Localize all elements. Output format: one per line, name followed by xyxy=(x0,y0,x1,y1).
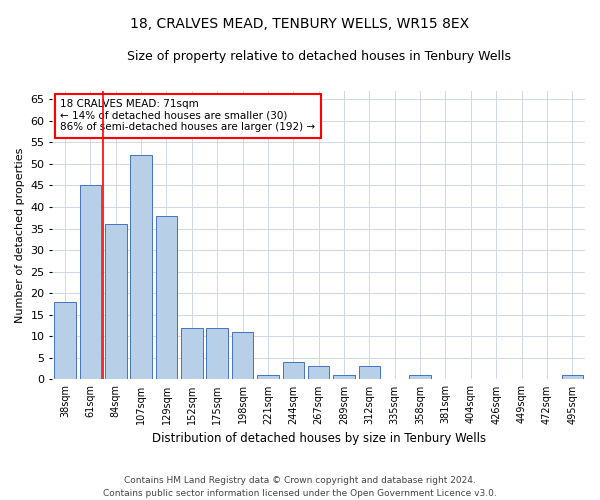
Y-axis label: Number of detached properties: Number of detached properties xyxy=(15,148,25,322)
Title: Size of property relative to detached houses in Tenbury Wells: Size of property relative to detached ho… xyxy=(127,50,511,63)
Text: 18, CRALVES MEAD, TENBURY WELLS, WR15 8EX: 18, CRALVES MEAD, TENBURY WELLS, WR15 8E… xyxy=(130,18,470,32)
Bar xyxy=(181,328,203,380)
Bar xyxy=(206,328,228,380)
Bar xyxy=(257,375,279,380)
Text: 18 CRALVES MEAD: 71sqm
← 14% of detached houses are smaller (30)
86% of semi-det: 18 CRALVES MEAD: 71sqm ← 14% of detached… xyxy=(61,99,316,132)
X-axis label: Distribution of detached houses by size in Tenbury Wells: Distribution of detached houses by size … xyxy=(152,432,486,445)
Bar xyxy=(80,186,101,380)
Bar xyxy=(333,375,355,380)
Bar xyxy=(409,375,431,380)
Bar xyxy=(308,366,329,380)
Bar xyxy=(359,366,380,380)
Bar xyxy=(155,216,177,380)
Bar xyxy=(283,362,304,380)
Bar xyxy=(232,332,253,380)
Bar xyxy=(105,224,127,380)
Bar xyxy=(54,302,76,380)
Text: Contains HM Land Registry data © Crown copyright and database right 2024.
Contai: Contains HM Land Registry data © Crown c… xyxy=(103,476,497,498)
Bar xyxy=(562,375,583,380)
Bar xyxy=(130,155,152,380)
